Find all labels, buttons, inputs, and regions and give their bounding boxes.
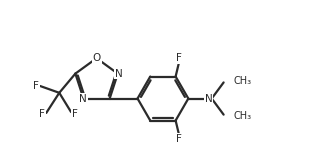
Text: F: F	[33, 81, 39, 91]
Text: N: N	[79, 94, 87, 104]
Text: F: F	[176, 134, 182, 144]
Text: F: F	[39, 109, 45, 119]
Text: N: N	[114, 69, 122, 79]
Text: N: N	[205, 94, 213, 104]
Text: F: F	[176, 53, 182, 63]
Text: F: F	[72, 109, 78, 118]
Text: CH₃: CH₃	[234, 112, 252, 122]
Text: CH₃: CH₃	[234, 76, 252, 86]
Text: O: O	[93, 53, 101, 63]
